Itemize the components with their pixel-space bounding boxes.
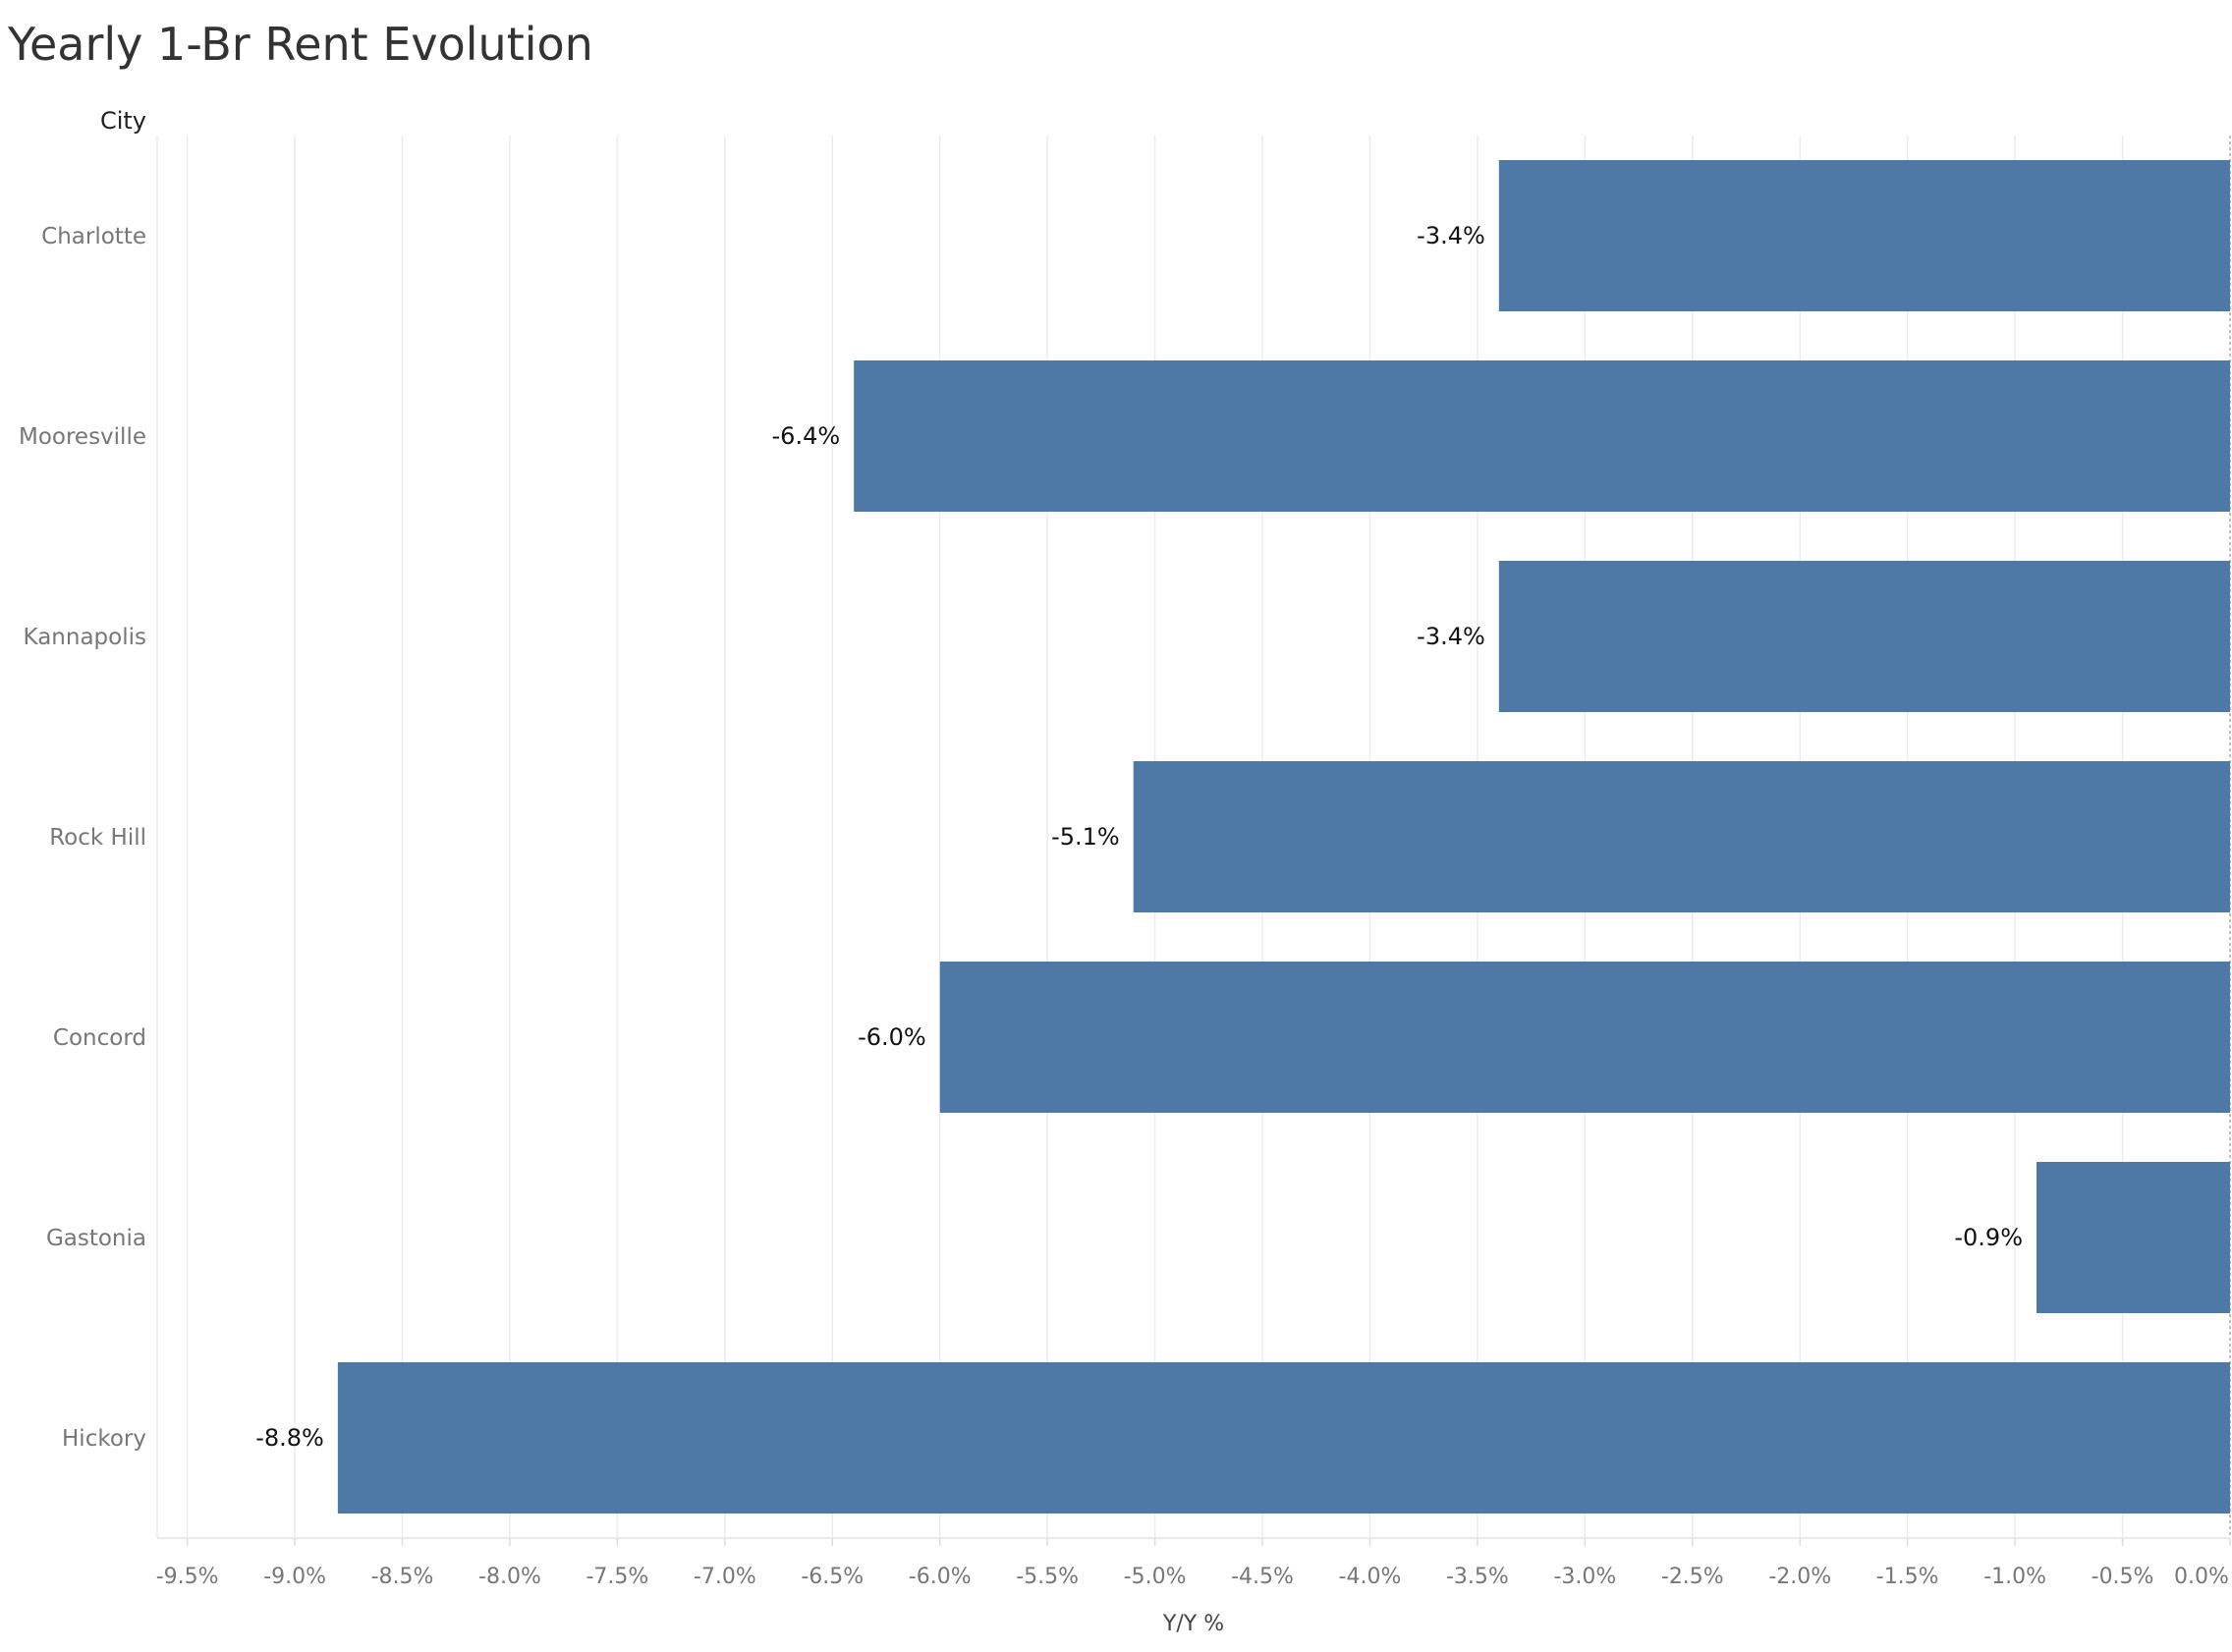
data-label: -0.9% — [1954, 1224, 2023, 1251]
x-tick-label: -7.5% — [586, 1565, 648, 1589]
bar-kannapolis — [1498, 561, 2230, 712]
category-label: Mooresville — [19, 424, 146, 450]
x-tick-label: -1.0% — [1983, 1565, 2046, 1589]
bar-mooresville — [854, 360, 2230, 512]
x-axis-title: Y/Y % — [1162, 1612, 1224, 1636]
bar-hickory — [337, 1362, 2231, 1514]
x-tick-label: -2.5% — [1661, 1565, 1724, 1589]
x-tick-label: -9.0% — [263, 1565, 326, 1589]
bar-concord — [939, 962, 2231, 1113]
x-tick-label: -4.0% — [1339, 1565, 1402, 1589]
x-tick-label: -5.5% — [1016, 1565, 1079, 1589]
data-labels: -3.4% -6.4% -3.4% -5.1% -6.0% -0.9% -8.8% — [255, 222, 2023, 1452]
x-tick-label: -7.0% — [694, 1565, 756, 1589]
data-label: -6.4% — [772, 422, 841, 450]
category-label: Charlotte — [41, 224, 146, 249]
category-label: Kannapolis — [24, 625, 146, 650]
category-label: Concord — [53, 1025, 146, 1051]
x-tick-label: -8.5% — [371, 1565, 434, 1589]
x-tick-label: -6.0% — [909, 1565, 972, 1589]
category-label: Gastonia — [46, 1226, 146, 1251]
x-tick-label: -8.0% — [478, 1565, 541, 1589]
x-tick-labels: -9.5% -9.0% -8.5% -8.0% -7.5% -7.0% -6.5% -6.0%… — [156, 1565, 2229, 1589]
y-axis-header: City — [100, 107, 146, 135]
bars — [337, 160, 2231, 1514]
data-label: -6.0% — [858, 1023, 926, 1051]
chart-title: Yearly 1-Br Rent Evolution — [8, 18, 593, 71]
bar-charlotte — [1498, 160, 2230, 311]
x-tick-label: -1.5% — [1876, 1565, 1939, 1589]
category-label: Hickory — [62, 1426, 146, 1452]
x-tick-label: -3.0% — [1553, 1565, 1616, 1589]
x-tick-label: -3.5% — [1446, 1565, 1509, 1589]
data-label: -3.4% — [1417, 222, 1485, 249]
category-labels: Charlotte Mooresville Kannapolis Rock Hill C… — [19, 224, 146, 1452]
x-tick-label: -4.5% — [1231, 1565, 1294, 1589]
x-tick-label: -0.5% — [2092, 1565, 2154, 1589]
x-tick-label: -2.0% — [1768, 1565, 1831, 1589]
data-label: -3.4% — [1417, 623, 1485, 650]
data-label: -8.8% — [255, 1424, 324, 1452]
bar-rock-hill — [1133, 761, 2230, 912]
data-label: -5.1% — [1051, 823, 1120, 851]
x-tick-label: -9.5% — [156, 1565, 219, 1589]
bar-gastonia — [2037, 1162, 2230, 1313]
x-tick-label: 0.0% — [2174, 1565, 2229, 1589]
category-label: Rock Hill — [49, 825, 146, 851]
x-tick-label: -6.5% — [801, 1565, 864, 1589]
x-tick-label: -5.0% — [1124, 1565, 1187, 1589]
